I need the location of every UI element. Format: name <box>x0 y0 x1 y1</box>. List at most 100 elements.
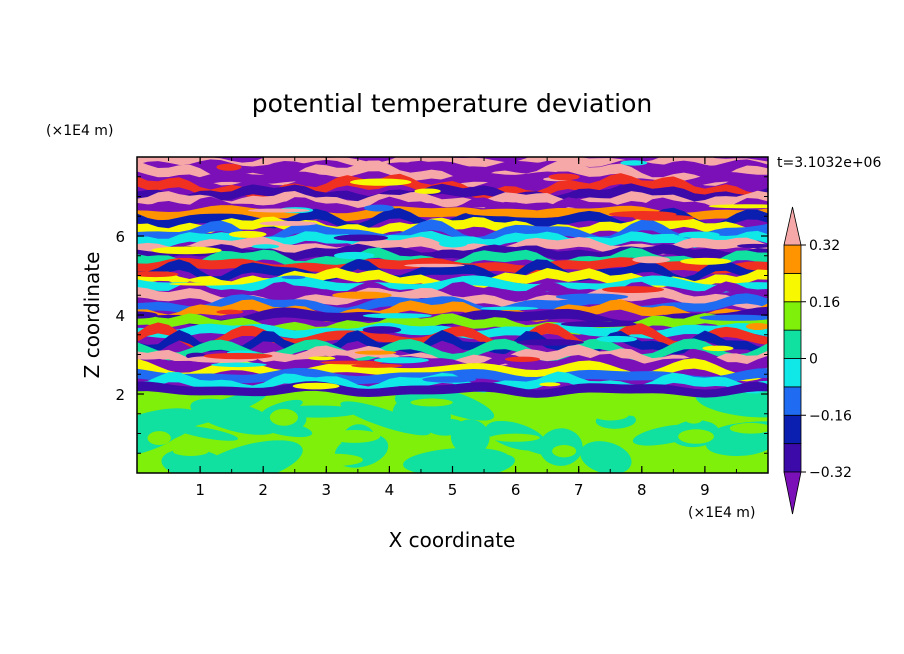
stratified-band <box>137 207 768 231</box>
y-axis-label: Z coordinate <box>80 252 104 379</box>
stratified-lens <box>251 244 280 249</box>
stratified-lens <box>539 382 561 387</box>
lower-blob <box>198 460 283 473</box>
stratified-lens <box>350 178 412 186</box>
stratified-lens <box>203 352 273 360</box>
stratified-lens <box>555 293 629 301</box>
lower-blob-inner <box>490 433 540 442</box>
stratified-lens <box>333 251 375 260</box>
contour-field <box>137 157 768 473</box>
lower-blob-inner <box>328 430 381 443</box>
stratified-band <box>137 258 768 285</box>
colorbar-swatch <box>783 272 802 303</box>
y-unit-label: (×1E4 m) <box>46 123 113 139</box>
chart-title: potential temperature deviation <box>252 89 652 118</box>
lower-blob <box>167 450 211 473</box>
stratified-lens <box>332 291 392 299</box>
lower-blob-inner <box>678 429 714 444</box>
colorbar-swatch <box>783 329 802 359</box>
colorbar-swatch <box>783 386 802 416</box>
lower-blob <box>190 398 279 435</box>
lower-blob <box>632 424 700 446</box>
stratified-lens <box>308 356 336 361</box>
colorbar-swatch <box>783 244 802 274</box>
stratified-lens <box>216 309 244 315</box>
lower-blob <box>137 408 201 450</box>
axis-ticks: 1 2 3 4 5 6 7 8 9 2 4 6 <box>115 157 768 499</box>
stratified-lens <box>465 208 544 217</box>
stratified-band <box>137 183 768 204</box>
stratified-lens <box>680 257 732 265</box>
colorbar-swatch <box>783 414 802 445</box>
lower-blob-inner <box>172 446 209 456</box>
stratified-lens <box>702 345 734 352</box>
stratified-lens <box>480 306 539 311</box>
lower-blob-inner <box>684 413 703 424</box>
stratified-band <box>137 230 768 248</box>
lower-blob <box>450 419 490 455</box>
stratified-lens <box>137 354 166 360</box>
stratified-lens <box>137 311 158 319</box>
lower-blob-inner <box>410 398 453 407</box>
x-tick-label: 5 <box>448 481 458 499</box>
stratified-band <box>137 299 768 323</box>
stratified-lens <box>596 335 638 343</box>
stratified-lens <box>602 286 665 293</box>
stratified-lens <box>699 314 768 321</box>
stratified-lens <box>504 356 541 362</box>
colorbar-extend-low <box>783 471 802 515</box>
stratified-lens <box>632 256 671 264</box>
colorbar-label: −0.32 <box>809 465 852 481</box>
stratified-lens <box>169 282 235 286</box>
stratified-lens <box>151 246 222 255</box>
stratified-lens <box>354 350 397 355</box>
colorbar-swatch <box>783 443 802 473</box>
stratified-lens <box>374 357 429 364</box>
stratified-lens <box>362 313 432 319</box>
colorbar-swatch <box>783 358 802 388</box>
x-tick-label: 8 <box>637 481 647 499</box>
stratified-lens <box>248 208 310 213</box>
x-tick-label: 3 <box>322 481 332 499</box>
y-tick-label: 2 <box>115 386 125 404</box>
colorbar-swatch <box>783 301 802 331</box>
stratified-lens <box>438 239 468 248</box>
colorbar-label: 0.32 <box>809 238 840 254</box>
stratified-lens <box>211 362 267 368</box>
lower-blob-inner <box>269 408 299 426</box>
stratified-lens <box>362 326 402 334</box>
lower-blob <box>173 425 238 441</box>
stratified-lens <box>548 173 580 181</box>
lower-blob-inner <box>729 422 768 434</box>
x-tick-label: 7 <box>574 481 584 499</box>
y-tick-label: 4 <box>115 307 125 325</box>
stratified-lens <box>608 210 677 218</box>
stratified-lens <box>745 323 768 330</box>
stratified-lens <box>620 160 648 166</box>
stratified-lens <box>404 263 465 268</box>
stratified-lens <box>560 320 637 328</box>
stratified-lens <box>281 275 306 280</box>
stratified-lens <box>351 363 403 368</box>
y-tick-label: 6 <box>115 228 125 246</box>
x-unit-label: (×1E4 m) <box>688 505 755 521</box>
lower-blob <box>261 399 303 417</box>
stratified-lens <box>678 231 720 239</box>
colorbar-label: 0.16 <box>809 295 840 311</box>
x-tick-label: 2 <box>258 481 268 499</box>
stratified-lens <box>414 188 441 194</box>
stratified-band <box>137 338 768 362</box>
x-tick-label: 1 <box>195 481 205 499</box>
stratified-lens <box>736 243 768 249</box>
colorbar: 0.32 0.16 0 −0.16 −0.32 <box>783 206 852 515</box>
lower-blob <box>580 441 632 473</box>
lower-blob-inner <box>147 431 171 446</box>
stratified-lens <box>259 220 318 226</box>
stratified-lens <box>708 204 768 209</box>
lower-blob-inner <box>552 444 577 458</box>
stratified-lens <box>292 382 340 390</box>
stratified-band <box>137 196 768 217</box>
lower-blob-inner <box>592 409 629 421</box>
lower-blob-inner <box>520 408 555 416</box>
